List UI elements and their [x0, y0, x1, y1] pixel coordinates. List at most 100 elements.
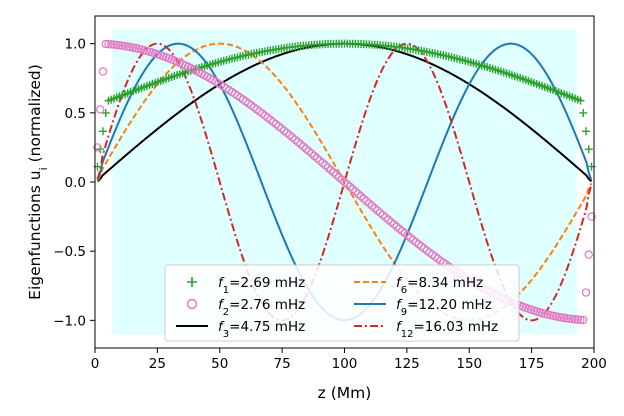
marker-f2	[318, 158, 327, 168]
marker-f2	[414, 240, 423, 249]
legend-label-symbol: f	[396, 275, 403, 291]
legend-label-f2: f2=2.76 mHz	[218, 297, 305, 318]
marker-f2	[367, 201, 377, 210]
marker-f2	[326, 165, 335, 175]
marker-f1	[576, 96, 585, 105]
marker-f2	[351, 187, 360, 196]
legend-label-subscript: 2	[223, 307, 229, 318]
legend-label-symbol: f	[396, 319, 403, 335]
marker-f2	[345, 182, 355, 191]
legend-label-f9: f9=12.20 mHz	[396, 297, 492, 318]
marker-f2	[301, 144, 311, 154]
marker-f2	[581, 288, 591, 297]
legend-label-symbol: f	[218, 275, 225, 291]
marker-f2	[587, 212, 596, 221]
marker-f2	[362, 196, 371, 206]
marker-f2	[356, 192, 366, 201]
legend-box	[164, 264, 520, 342]
marker-f2	[568, 314, 577, 324]
marker-f2	[337, 175, 346, 184]
marker-f2	[323, 163, 333, 172]
marker-f2	[288, 133, 297, 142]
marker-f2	[332, 170, 341, 180]
y-axis-label-main: Eigenfunctions u	[26, 170, 44, 299]
marker-f2	[370, 203, 379, 213]
y-tick-label: −1.0	[53, 313, 86, 329]
x-tick-label: 50	[211, 356, 228, 372]
legend-label-subscript: 12	[401, 329, 414, 340]
marker-f2	[93, 143, 102, 152]
marker-f2	[343, 180, 352, 189]
marker-f1	[584, 145, 593, 154]
x-tick-label: 0	[91, 356, 100, 372]
marker-f2	[406, 233, 415, 242]
legend-label-subscript: 1	[223, 285, 229, 296]
marker-f2	[107, 40, 116, 49]
marker-f2	[271, 119, 281, 129]
x-tick-label: 175	[519, 356, 545, 372]
marker-f2	[576, 315, 585, 325]
legend-label-symbol: f	[218, 297, 225, 313]
marker-f2	[359, 194, 368, 203]
y-tick-label: 0.5	[65, 106, 86, 122]
x-tick-label: 125	[394, 356, 420, 372]
marker-f2	[299, 142, 308, 151]
legend-label-value: =2.69 mHz	[229, 275, 305, 291]
legend-handle-f2	[186, 298, 198, 310]
legend-label-symbol: f	[396, 297, 403, 313]
marker-f2	[274, 122, 283, 131]
marker-f2	[365, 199, 374, 208]
marker-f2	[329, 168, 338, 177]
y-axis-label-subscript: i	[37, 167, 50, 170]
marker-f2	[565, 314, 574, 323]
marker-f2	[389, 220, 399, 229]
x-tick-label: 150	[456, 356, 482, 372]
marker-f2	[373, 206, 382, 215]
marker-f2	[296, 140, 305, 149]
legend-label-symbol: f	[218, 319, 225, 335]
marker-f2	[348, 184, 357, 194]
series-markers-f1	[93, 39, 596, 171]
legend-label-subscript: 6	[401, 285, 407, 296]
marker-f2	[340, 177, 349, 187]
x-tick-label: 75	[274, 356, 291, 372]
marker-f2	[354, 189, 363, 199]
legend-label-value: =4.75 mHz	[229, 319, 305, 335]
marker-f2	[268, 117, 278, 127]
x-tick-label: 100	[332, 356, 358, 372]
marker-f2	[285, 130, 294, 140]
marker-f2	[397, 226, 407, 236]
marker-f2	[381, 213, 390, 222]
x-tick-label: 25	[149, 356, 166, 372]
marker-f2	[395, 224, 404, 234]
marker-f2	[321, 161, 330, 170]
legend-handle-f1	[187, 277, 197, 287]
marker-f2	[279, 126, 289, 135]
marker-f2	[584, 250, 593, 259]
legend-label-subscript: 9	[401, 307, 407, 318]
y-tick-label: −0.5	[53, 244, 86, 260]
legend-label-subscript: 3	[223, 329, 229, 340]
y-tick-label: 0.0	[65, 175, 86, 191]
marker-f2	[579, 315, 588, 325]
marker-f2	[112, 40, 121, 50]
marker-f2	[277, 124, 286, 133]
marker-f2	[304, 146, 314, 156]
marker-f1	[579, 108, 588, 117]
marker-f2	[310, 151, 319, 161]
legend-label-value: =16.03 mHz	[414, 319, 499, 335]
marker-f2	[266, 115, 275, 124]
marker-f1	[98, 127, 107, 136]
marker-f2	[378, 210, 388, 220]
marker-f2	[384, 215, 393, 224]
marker-f2	[570, 315, 580, 324]
marker-f2	[392, 222, 401, 231]
legend-label-f3: f3=4.75 mHz	[218, 319, 305, 340]
y-axis-label: Eigenfunctions ui (normalized)	[26, 64, 50, 300]
y-tick-label: 1.0	[65, 37, 86, 53]
legend-label-f1: f1=2.69 mHz	[218, 275, 305, 296]
marker-f2	[400, 229, 410, 238]
legend-label-value: =8.34 mHz	[407, 275, 483, 291]
